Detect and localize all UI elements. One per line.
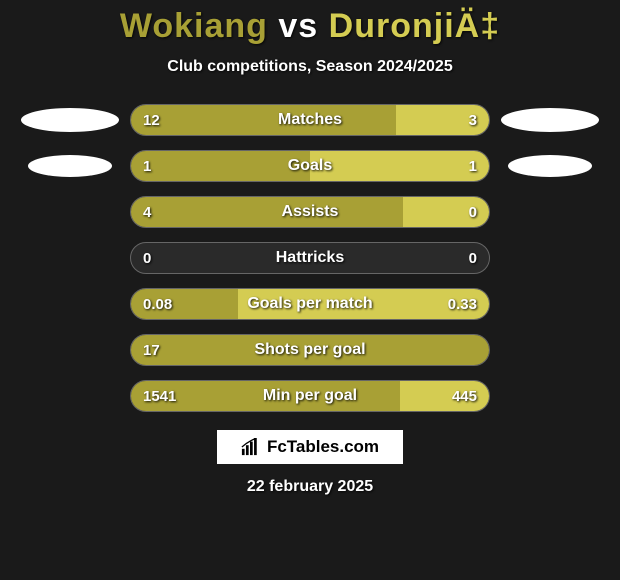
stat-label: Goals [131,151,489,181]
date-label: 22 february 2025 [0,478,620,496]
stat-row: 17Shots per goal [0,334,620,366]
stat-row: 1Goals1 [0,150,620,182]
left-badge-slot [20,155,120,177]
left-badge-slot [20,108,120,132]
stat-label: Hattricks [131,243,489,273]
watermark-text: FcTables.com [267,437,379,457]
stat-right-value: 1 [469,151,477,181]
stat-label: Matches [131,105,489,135]
stat-bar: 12Matches3 [130,104,490,136]
stat-bar: 0.08Goals per match0.33 [130,288,490,320]
team-badge-placeholder [508,155,592,177]
stat-row: 1541Min per goal445 [0,380,620,412]
player2-name: DuronjiÄ‡ [329,7,500,45]
stat-label: Min per goal [131,381,489,411]
subtitle: Club competitions, Season 2024/2025 [0,58,620,76]
team-badge-placeholder [28,155,112,177]
stat-bar: 1Goals1 [130,150,490,182]
stat-bar: 4Assists0 [130,196,490,228]
team-badge-placeholder [21,108,119,132]
stat-bar: 17Shots per goal [130,334,490,366]
stat-right-value: 3 [469,105,477,135]
watermark-box: FcTables.com [217,430,403,464]
vs-label: vs [278,7,318,45]
bar-chart-icon [241,438,259,456]
stat-label: Shots per goal [131,335,489,365]
player1-name: Wokiang [120,7,268,45]
stat-row: 4Assists0 [0,196,620,228]
comparison-infographic: Wokiang vs DuronjiÄ‡ Club competitions, … [0,0,620,580]
watermark: FcTables.com [0,430,620,464]
stat-bar: 1541Min per goal445 [130,380,490,412]
page-title: Wokiang vs DuronjiÄ‡ [0,7,620,46]
team-badge-placeholder [501,108,599,132]
stat-row: 12Matches3 [0,104,620,136]
stat-label: Assists [131,197,489,227]
stat-right-value: 0.33 [448,289,477,319]
stat-label: Goals per match [131,289,489,319]
stat-right-value: 0 [469,243,477,273]
stat-right-value: 0 [469,197,477,227]
right-badge-slot [500,108,600,132]
right-badge-slot [500,155,600,177]
stat-row: 0.08Goals per match0.33 [0,288,620,320]
stat-bar: 0Hattricks0 [130,242,490,274]
stats-rows: 12Matches31Goals14Assists00Hattricks00.0… [0,104,620,412]
stat-row: 0Hattricks0 [0,242,620,274]
stat-right-value: 445 [452,381,477,411]
